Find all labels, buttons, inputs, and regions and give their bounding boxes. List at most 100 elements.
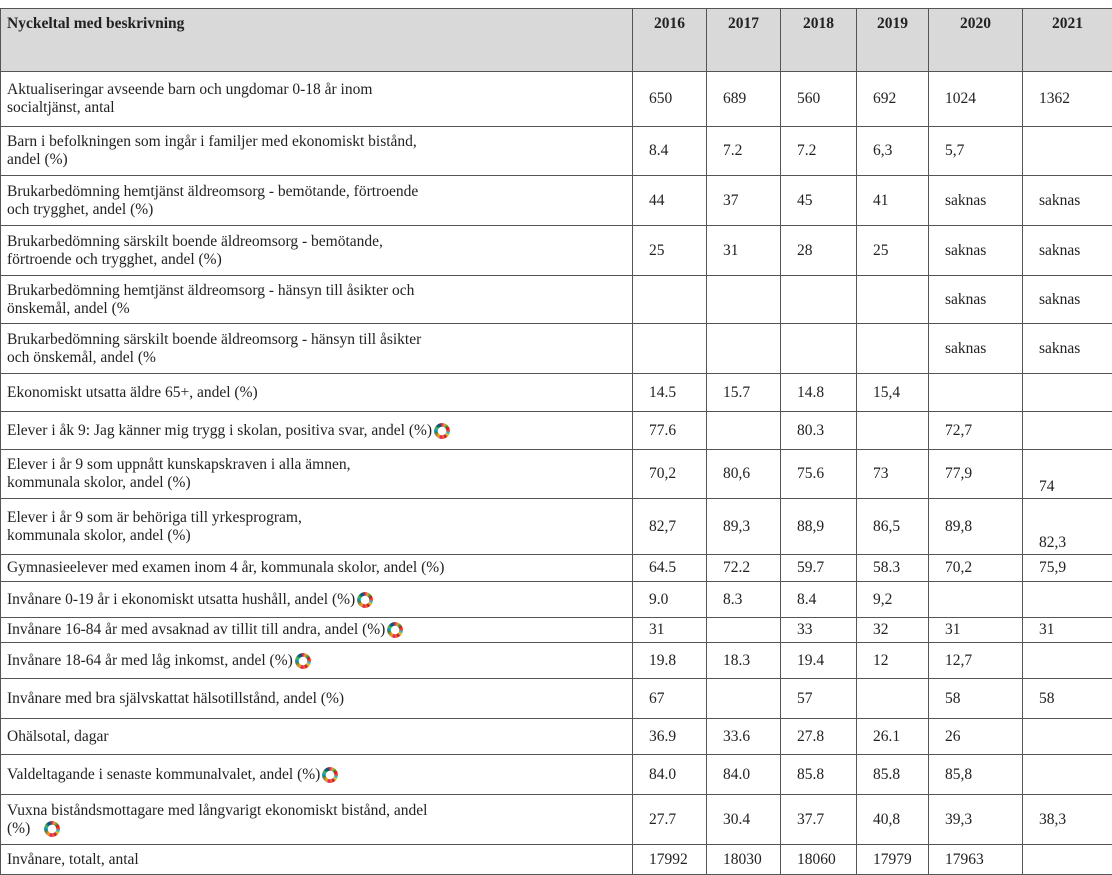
value-cell: 31: [633, 618, 707, 643]
value-cell: 58: [929, 679, 1023, 719]
label-line: Invånare 16-84 år med avsaknad av tillit…: [7, 621, 385, 638]
value-cell: 9.0: [633, 582, 707, 618]
label-line: Elever i åk 9: Jag känner mig trygg i sk…: [7, 422, 432, 439]
table-row: Aktualiseringar avseende barn och ungdom…: [1, 72, 1112, 127]
row-label: Valdeltagande i senaste kommunalvalet, a…: [1, 755, 633, 795]
value-cell: 8.3: [707, 582, 781, 618]
row-label: Elever i år 9 som är behöriga till yrkes…: [1, 499, 633, 555]
value-cell: 57: [781, 679, 857, 719]
row-label: Brukarbedömning hemtjänst äldreomsorg - …: [1, 276, 633, 324]
sdg-icon: [434, 423, 450, 439]
value-cell: 17963: [929, 845, 1023, 875]
label-line: och önskemål, andel (%: [7, 349, 632, 367]
value-cell: 80,6: [707, 450, 781, 499]
value-cell: saknas: [929, 324, 1023, 374]
value-cell: 18030: [707, 845, 781, 875]
value-cell: 12: [857, 643, 929, 679]
value-cell: 18060: [781, 845, 857, 875]
value-cell: 80.3: [781, 412, 857, 450]
value-cell: 26.1: [857, 719, 929, 755]
table-row: Brukarbedömning hemtjänst äldreomsorg - …: [1, 176, 1112, 226]
label-line: kommunala skolor, andel (%): [7, 474, 632, 492]
row-label: Elever i åk 9: Jag känner mig trygg i sk…: [1, 412, 633, 450]
row-label: Barn i befolkningen som ingår i familjer…: [1, 127, 633, 176]
label-line: Brukarbedömning hemtjänst äldreomsorg - …: [7, 183, 632, 201]
value-cell: 27.8: [781, 719, 857, 755]
value-cell: 15.7: [707, 374, 781, 412]
value-cell: saknas: [1023, 324, 1112, 374]
empty-cell: [1023, 719, 1112, 755]
value-cell: 85,8: [929, 755, 1023, 795]
empty-cell: [1023, 374, 1112, 412]
value-cell: 32: [857, 618, 929, 643]
label-line: Vuxna biståndsmottagare med långvarigt e…: [7, 802, 632, 820]
value-cell: 75.6: [781, 450, 857, 499]
value-cell: 17979: [857, 845, 929, 875]
value-cell: 26: [929, 719, 1023, 755]
table-row: Brukarbedömning särskilt boende äldreoms…: [1, 324, 1112, 374]
label-line: (%): [7, 820, 30, 837]
value-cell: 6,3: [857, 127, 929, 176]
label-line: Barn i befolkningen som ingår i familjer…: [7, 133, 632, 151]
empty-cell: [857, 276, 929, 324]
value-cell: 25: [857, 226, 929, 276]
table-row: Valdeltagande i senaste kommunalvalet, a…: [1, 755, 1112, 795]
value-cell: 8.4: [633, 127, 707, 176]
value-cell: 650: [633, 72, 707, 127]
empty-cell: [707, 276, 781, 324]
row-label: Gymnasieelever med examen inom 4 år, kom…: [1, 555, 633, 582]
value-cell: 31: [1023, 618, 1112, 643]
value-cell: 8.4: [781, 582, 857, 618]
label-line: förtroende och trygghet, andel (%): [7, 251, 632, 269]
value-cell: saknas: [1023, 276, 1112, 324]
row-label: Invånare med bra självskattat hälsotills…: [1, 679, 633, 719]
row-label: Invånare, totalt, antal: [1, 845, 633, 875]
year-header: 2018: [781, 9, 857, 72]
empty-cell: [633, 276, 707, 324]
value-cell: 689: [707, 72, 781, 127]
empty-cell: [857, 324, 929, 374]
label-line: Brukarbedömning särskilt boende äldreoms…: [7, 233, 632, 251]
table-row: Brukarbedömning hemtjänst äldreomsorg - …: [1, 276, 1112, 324]
value-cell: 7.2: [781, 127, 857, 176]
empty-cell: [929, 582, 1023, 618]
empty-cell: [1023, 582, 1112, 618]
value-cell: 560: [781, 72, 857, 127]
label-line: andel (%): [7, 151, 632, 169]
value-cell: 36.9: [633, 719, 707, 755]
label-line: Invånare med bra självskattat hälsotills…: [7, 690, 632, 708]
value-cell: 84.0: [633, 755, 707, 795]
year-header: 2019: [857, 9, 929, 72]
empty-cell: [1023, 845, 1112, 875]
row-label: Elever i år 9 som uppnått kunskapskraven…: [1, 450, 633, 499]
table-row: Elever i år 9 som uppnått kunskapskraven…: [1, 450, 1112, 499]
row-label: Aktualiseringar avseende barn och ungdom…: [1, 72, 633, 127]
label-line: önskemål, andel (%: [7, 300, 632, 318]
table-row: Invånare med bra självskattat hälsotills…: [1, 679, 1112, 719]
value-cell: 37.7: [781, 795, 857, 845]
value-cell: 7.2: [707, 127, 781, 176]
label-line: Invånare 18-64 år med låg inkomst, andel…: [7, 652, 293, 669]
sdg-icon: [357, 592, 373, 608]
value-cell: 40,8: [857, 795, 929, 845]
value-cell: 25: [633, 226, 707, 276]
value-cell: 1362: [1023, 72, 1112, 127]
label-line: Brukarbedömning särskilt boende äldreoms…: [7, 331, 632, 349]
row-label: Ohälsotal, dagar: [1, 719, 633, 755]
label-line: Invånare 0-19 år i ekonomiskt utsatta hu…: [7, 591, 355, 608]
value-cell: 64.5: [633, 555, 707, 582]
value-cell: saknas: [929, 176, 1023, 226]
value-cell: 19.4: [781, 643, 857, 679]
value-cell: 58.3: [857, 555, 929, 582]
value-cell: 1024: [929, 72, 1023, 127]
empty-cell: [781, 324, 857, 374]
value-cell: 33.6: [707, 719, 781, 755]
row-label: Brukarbedömning särskilt boende äldreoms…: [1, 324, 633, 374]
empty-cell: [707, 412, 781, 450]
table-row: Elever i åk 9: Jag känner mig trygg i sk…: [1, 412, 1112, 450]
value-cell: 30.4: [707, 795, 781, 845]
table-row: Invånare 18-64 år med låg inkomst, andel…: [1, 643, 1112, 679]
value-cell: 692: [857, 72, 929, 127]
